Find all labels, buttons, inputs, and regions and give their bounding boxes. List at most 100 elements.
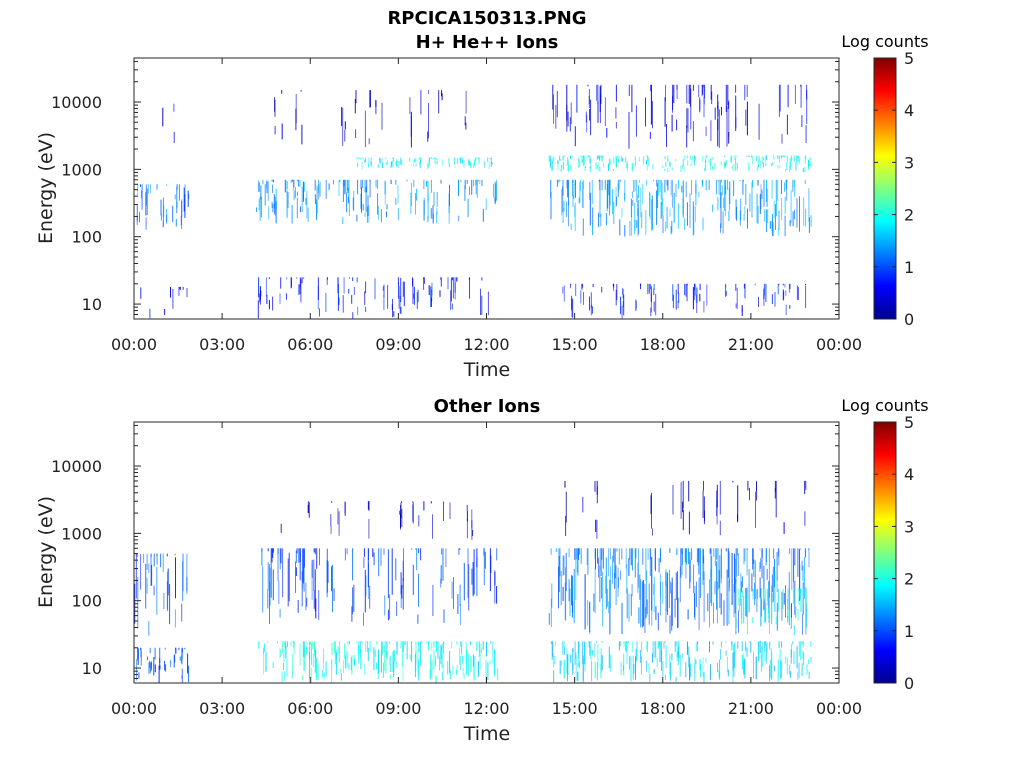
count-mark xyxy=(573,183,575,199)
count-mark xyxy=(652,163,654,170)
count-mark xyxy=(467,653,469,677)
count-mark xyxy=(490,157,492,163)
count-mark xyxy=(305,582,307,611)
count-mark xyxy=(430,654,432,678)
count-mark xyxy=(419,161,421,169)
count-mark xyxy=(473,164,475,168)
count-mark xyxy=(675,677,677,682)
count-mark xyxy=(682,181,684,218)
count-mark xyxy=(801,560,803,571)
count-mark xyxy=(562,555,564,576)
count-mark xyxy=(601,655,603,671)
count-mark xyxy=(583,292,584,305)
count-mark xyxy=(181,603,183,622)
count-mark xyxy=(702,84,704,95)
count-mark xyxy=(415,188,417,201)
count-mark xyxy=(449,670,451,679)
count-mark xyxy=(441,548,443,555)
count-mark xyxy=(156,553,158,565)
count-mark xyxy=(589,646,591,656)
count-mark xyxy=(563,555,565,575)
count-mark xyxy=(653,301,655,312)
count-mark xyxy=(492,641,494,664)
count-mark xyxy=(735,283,737,291)
count-mark xyxy=(477,157,479,160)
count-mark xyxy=(595,519,597,532)
count-mark xyxy=(272,569,274,601)
count-mark xyxy=(367,647,369,662)
count-mark xyxy=(692,287,694,310)
count-mark xyxy=(645,179,647,186)
count-mark xyxy=(760,641,762,643)
count-mark xyxy=(562,286,564,294)
count-mark xyxy=(763,598,765,611)
count-mark xyxy=(359,641,361,653)
count-mark xyxy=(263,647,265,675)
count-mark xyxy=(665,84,666,102)
count-mark xyxy=(803,197,805,226)
count-mark xyxy=(353,584,355,612)
count-mark xyxy=(396,661,397,669)
count-mark xyxy=(290,179,292,183)
count-mark xyxy=(299,179,301,188)
count-mark xyxy=(806,603,808,628)
count-mark xyxy=(385,157,387,160)
count-mark xyxy=(344,129,346,142)
count-mark xyxy=(669,208,671,217)
count-mark xyxy=(578,641,580,659)
count-mark xyxy=(372,548,374,557)
count-mark xyxy=(364,663,366,675)
count-mark xyxy=(286,181,288,190)
count-mark xyxy=(352,548,354,581)
count-mark xyxy=(808,164,810,170)
count-mark xyxy=(318,590,320,621)
count-mark xyxy=(420,90,422,115)
count-mark xyxy=(768,548,770,598)
count-mark xyxy=(406,641,408,660)
count-mark xyxy=(626,564,628,594)
count-mark xyxy=(151,564,153,586)
count-mark xyxy=(441,643,443,668)
count-mark xyxy=(304,644,305,671)
count-mark xyxy=(799,588,801,595)
count-mark xyxy=(680,165,682,172)
count-mark xyxy=(300,279,302,285)
count-mark xyxy=(808,188,810,222)
count-mark xyxy=(167,568,169,596)
count-mark xyxy=(746,84,748,98)
count-mark xyxy=(801,115,803,127)
count-mark xyxy=(665,581,667,623)
count-mark xyxy=(705,657,707,664)
count-mark xyxy=(316,199,317,211)
count-mark xyxy=(736,162,738,170)
count-mark xyxy=(566,163,568,166)
count-mark xyxy=(475,179,477,186)
count-mark xyxy=(677,283,679,294)
count-mark xyxy=(174,194,176,200)
count-mark xyxy=(752,161,754,165)
count-mark xyxy=(496,548,498,561)
count-mark xyxy=(615,155,617,167)
count-mark xyxy=(651,574,653,626)
count-mark xyxy=(760,588,762,591)
count-mark xyxy=(724,162,726,167)
count-mark xyxy=(717,548,719,590)
count-mark xyxy=(568,179,569,206)
count-mark xyxy=(720,192,722,229)
count-mark xyxy=(139,211,140,223)
figure-title: RPCICA150313.PNG xyxy=(387,8,586,29)
count-mark xyxy=(433,650,435,670)
count-mark xyxy=(346,548,348,555)
count-mark xyxy=(790,190,792,224)
count-mark xyxy=(735,84,737,93)
count-mark xyxy=(612,283,614,287)
count-mark xyxy=(285,179,287,192)
count-mark xyxy=(646,164,648,171)
count-mark xyxy=(384,641,386,653)
count-mark xyxy=(725,291,727,296)
count-mark xyxy=(630,548,632,566)
count-mark xyxy=(732,480,734,483)
count-mark xyxy=(590,292,592,308)
count-mark xyxy=(748,641,750,643)
count-mark xyxy=(368,138,370,145)
